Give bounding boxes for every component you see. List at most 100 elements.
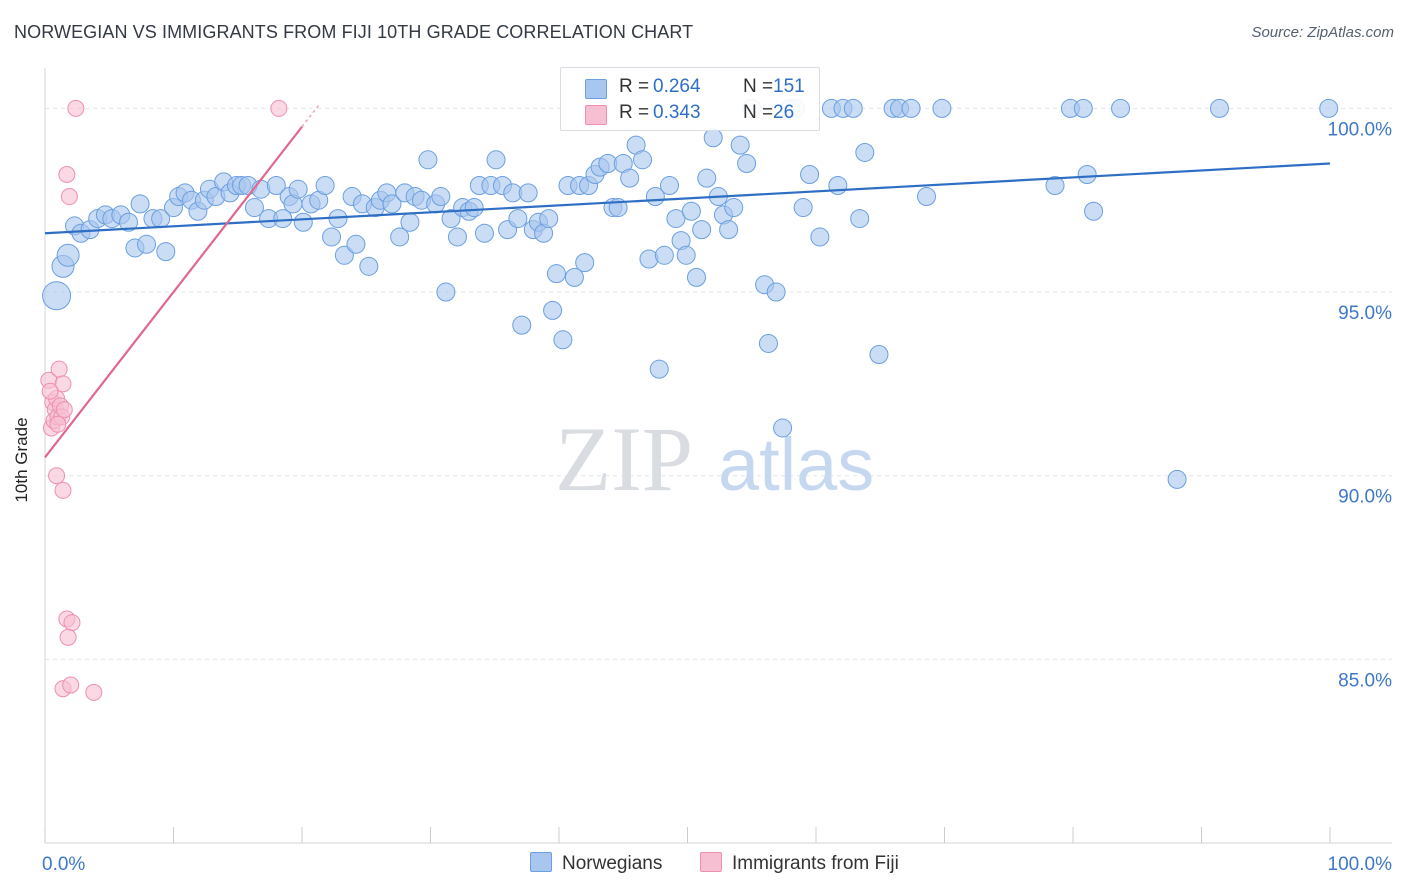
data-point-norwegians <box>518 183 538 203</box>
data-point-norwegians <box>564 267 584 287</box>
data-point-norwegians <box>575 253 595 273</box>
data-point-norwegians <box>273 209 293 229</box>
y-tick-label: 90.0% <box>1338 487 1392 508</box>
data-point-norwegians <box>334 245 354 265</box>
legend-swatch-pink <box>700 852 722 872</box>
data-point-norwegians <box>359 256 379 276</box>
data-point-norwegians <box>724 198 744 218</box>
data-point-norwegians <box>901 98 921 118</box>
data-point-norwegians <box>431 187 451 207</box>
legend-swatch-blue <box>585 79 607 99</box>
data-point-fiji <box>58 166 76 183</box>
data-point-norwegians <box>56 243 80 267</box>
legend-item-fiji: Immigrants from Fiji <box>700 852 899 875</box>
data-point-fiji <box>54 481 72 499</box>
data-point-fiji <box>54 375 72 393</box>
data-point-norwegians <box>42 281 72 311</box>
series-norwegians <box>42 98 1339 489</box>
data-point-norwegians <box>869 344 889 364</box>
data-point-norwegians <box>1167 469 1187 489</box>
data-point-norwegians <box>130 194 150 214</box>
source-label: Source: ZipAtlas.com <box>1251 24 1394 41</box>
data-point-norwegians <box>703 128 723 148</box>
data-point-norwegians <box>293 212 313 232</box>
legend-n-label: N = <box>743 102 774 123</box>
data-point-fiji <box>60 188 78 206</box>
data-point-fiji <box>49 415 67 433</box>
legend-label-norwegians: Norwegians <box>562 853 663 874</box>
data-point-norwegians <box>660 176 680 196</box>
data-point-norwegians <box>447 227 467 247</box>
data-point-norwegians <box>508 209 528 229</box>
data-point-norwegians <box>828 176 848 196</box>
legend-n-value: 26 <box>773 102 795 123</box>
data-point-norwegians <box>474 223 494 243</box>
data-point-norwegians <box>773 418 793 438</box>
y-tick-label: 100.0% <box>1328 119 1393 140</box>
trend-line-fiji-extension <box>301 104 320 128</box>
data-point-norwegians <box>436 282 456 302</box>
legend-label-fiji: Immigrants from Fiji <box>732 853 899 874</box>
data-point-norwegians <box>244 198 264 218</box>
trend-line-norwegians <box>44 162 1331 235</box>
legend-n-value: 151 <box>773 76 805 97</box>
data-point-norwegians <box>390 227 410 247</box>
legend-swatch-pink <box>585 105 607 125</box>
data-point-fiji <box>62 676 80 694</box>
data-point-norwegians <box>686 267 706 287</box>
data-point-norwegians <box>322 227 342 247</box>
series-fiji <box>40 99 288 701</box>
data-point-norwegians <box>512 315 532 335</box>
data-point-norwegians <box>800 165 820 184</box>
data-point-norwegians <box>1319 98 1339 118</box>
data-point-fiji <box>48 467 66 485</box>
data-point-norwegians <box>917 187 937 207</box>
y-axis-label: 10th Grade <box>12 417 31 503</box>
data-point-norwegians <box>793 198 813 218</box>
data-point-norwegians <box>932 98 952 118</box>
data-point-norwegians <box>676 245 696 265</box>
data-point-norwegians <box>400 212 420 232</box>
data-point-norwegians <box>137 234 157 254</box>
y-tick-label: 85.0% <box>1338 670 1392 691</box>
data-point-norwegians <box>1111 98 1131 118</box>
data-point-norwegians <box>681 201 701 221</box>
data-point-norwegians <box>1209 98 1229 118</box>
data-point-norwegians <box>1084 201 1104 221</box>
legend-item-norwegians: Norwegians <box>530 852 662 875</box>
data-point-fiji <box>59 628 77 646</box>
legend-swatch-blue <box>530 852 552 872</box>
data-point-fiji <box>67 99 85 117</box>
data-point-norwegians <box>730 135 750 155</box>
data-point-norwegians <box>620 168 640 188</box>
data-point-norwegians <box>649 359 669 379</box>
data-point-norwegians <box>843 98 863 118</box>
legend-r-value: 0.264 <box>653 76 701 97</box>
watermark-atlas: atlas <box>718 423 874 506</box>
data-point-norwegians <box>546 264 566 284</box>
data-point-norwegians <box>766 282 786 302</box>
data-point-norwegians <box>1045 176 1065 196</box>
x-tick-label: 0.0% <box>42 854 85 875</box>
legend-r-label: R = <box>619 102 650 123</box>
data-point-fiji <box>63 614 81 632</box>
watermark-zip: ZIP <box>555 408 693 510</box>
data-point-fiji <box>50 360 68 378</box>
y-tick-label: 95.0% <box>1338 303 1392 324</box>
data-point-norwegians <box>418 150 438 170</box>
correlation-legend: R = 0.264 N = 151 R = 0.343 N = 26 <box>560 67 820 131</box>
chart-title: NORWEGIAN VS IMMIGRANTS FROM FIJI 10TH G… <box>14 22 694 42</box>
data-point-norwegians <box>346 234 366 254</box>
data-point-norwegians <box>539 209 559 229</box>
legend-n-label: N = <box>743 76 774 97</box>
data-point-norwegians <box>288 179 308 199</box>
data-point-norwegians <box>633 150 653 170</box>
data-point-fiji <box>55 401 73 419</box>
data-point-norwegians <box>692 220 712 240</box>
data-point-norwegians <box>266 176 286 196</box>
data-point-norwegians <box>315 176 335 196</box>
data-point-norwegians <box>553 330 573 350</box>
data-point-norwegians <box>1077 165 1097 184</box>
axes <box>44 68 1392 844</box>
